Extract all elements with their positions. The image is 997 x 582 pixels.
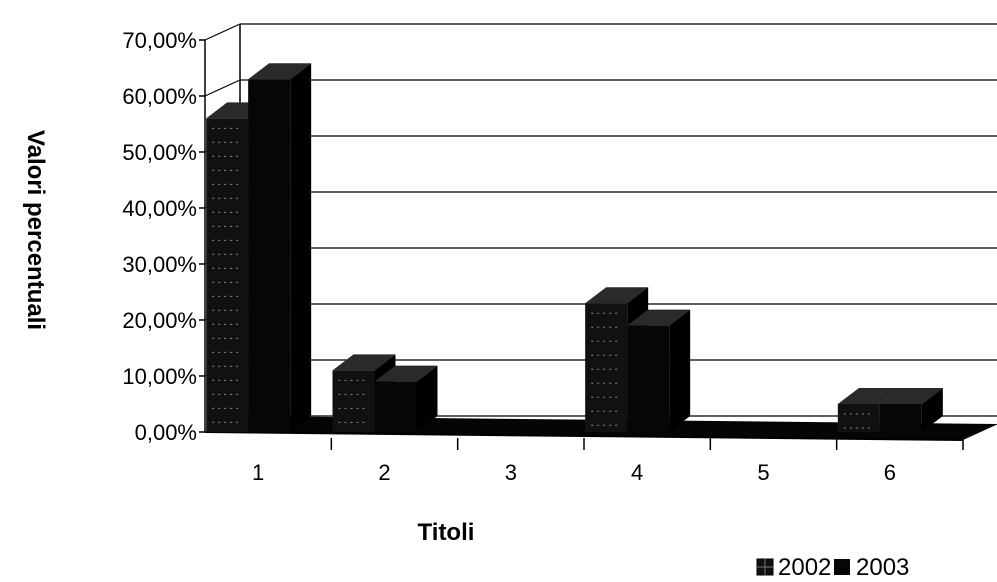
bar-2003-6 <box>879 404 922 432</box>
bar-side <box>416 365 438 432</box>
bar-2002-4 <box>585 303 628 432</box>
legend-label-2002: 2002 <box>778 554 831 581</box>
y-tick-label: 60,00% <box>122 84 197 109</box>
legend-swatch-2003 <box>834 559 850 575</box>
x-tick-label: 2 <box>378 460 390 485</box>
gridline-side <box>204 79 241 97</box>
x-tick-label: 5 <box>757 460 769 485</box>
y-tick-label: 50,00% <box>122 140 197 165</box>
bar-side <box>290 63 312 432</box>
bar-side <box>921 388 943 432</box>
bar-side <box>669 309 691 432</box>
y-tick-label: 20,00% <box>122 308 197 333</box>
legend: 2002 2003 <box>756 554 909 581</box>
bar-2003-4 <box>627 325 670 432</box>
x-axis-title: Titoli <box>418 519 475 546</box>
bar-top <box>248 63 312 80</box>
bar-2003-1 <box>248 79 291 432</box>
y-axis-title: Valori percentuali <box>22 130 49 330</box>
y-tick-label: 0,00% <box>135 420 197 445</box>
bar-2003-2 <box>374 381 417 432</box>
x-tick-label: 1 <box>252 460 264 485</box>
y-tick-label: 30,00% <box>122 252 197 277</box>
y-tick-label: 10,00% <box>122 364 197 389</box>
legend-label-2003: 2003 <box>856 554 909 581</box>
x-tick-label: 6 <box>884 460 896 485</box>
gridline-side <box>204 23 241 41</box>
y-tick-label: 40,00% <box>122 196 197 221</box>
x-axis-tick-labels: 1 2 3 4 5 6 <box>252 438 964 485</box>
bar-2002-1 <box>206 118 249 433</box>
y-axis-tick-labels: 0,00% 10,00% 20,00% 30,00% 40,00% 50,00% 60,00… <box>122 28 197 445</box>
bar-2002-6 <box>837 404 880 432</box>
y-tick-label: 70,00% <box>122 28 197 53</box>
x-tick-label: 4 <box>631 460 643 485</box>
bars <box>206 63 943 433</box>
x-tick-label: 3 <box>505 460 517 485</box>
